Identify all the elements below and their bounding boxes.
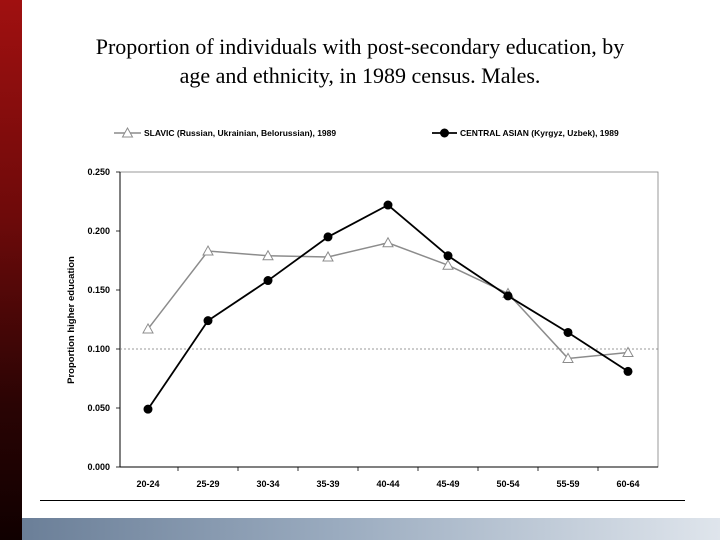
y-tick-label: 0.200 [87,226,110,236]
legend-label-slavic: SLAVIC (Russian, Ukrainian, Belorussian)… [144,128,336,138]
data-point-central-asian [203,316,213,326]
y-tick-label: 0.050 [87,403,110,413]
y-tick-label: 0.150 [87,285,110,295]
x-axis: 20-24 25-29 30-34 35-39 40-44 45-49 50-54 55-59… [120,466,658,489]
series-line-central-asian [147,203,629,410]
legend-label-central-asian: CENTRAL ASIAN (Kyrgyz, Uzbek), 1989 [460,128,619,138]
slide-title-line-1: Proportion of individuals with post-seco… [95,34,625,59]
data-point-slavic [202,245,214,256]
data-point-central-asian [143,404,153,414]
data-point-central-asian [503,291,513,301]
data-point-slavic [562,352,574,363]
data-point-slavic [142,322,154,334]
series-group [142,200,634,414]
data-point-slavic [382,236,394,248]
y-tick-label: 0.100 [87,344,110,354]
x-tick-label: 20-24 [136,479,159,489]
x-tick-label: 45-49 [436,479,459,489]
data-point-central-asian [263,276,273,286]
legend-marker-central-asian [440,128,449,138]
data-point-slavic [622,346,634,358]
plot-area-border [119,171,659,468]
x-tick-label: 25-29 [196,479,219,489]
y-tick-label: 0.250 [87,167,110,177]
y-tick-label: 0.000 [87,462,110,472]
x-tick-label: 35-39 [316,479,339,489]
legend-marker-slavic [121,126,134,138]
data-point-central-asian [323,232,333,242]
bottom-rule [40,500,685,501]
legend: SLAVIC (Russian, Ukrainian, Belorussian)… [114,126,619,138]
x-tick-label: 55-59 [556,479,579,489]
data-point-central-asian [563,327,573,337]
slide-title-line-2: age and ethnicity, in 1989 census. Males… [179,63,541,88]
x-tick-label: 60-64 [616,479,639,489]
data-point-central-asian [623,366,633,376]
left-accent-bar [0,0,22,540]
data-point-central-asian [383,200,393,210]
data-point-slavic [262,249,274,261]
y-axis: 0.000 0.050 0.100 0.150 0.200 0.250 [87,167,658,472]
y-axis-label: Proportion higher education [66,256,77,384]
x-tick-label: 50-54 [496,479,519,489]
bottom-accent-bar [22,518,720,540]
data-point-slavic [442,259,454,270]
x-tick-label: 30-34 [256,479,279,489]
x-tick-label: 40-44 [376,479,399,489]
data-point-central-asian [443,251,453,261]
series-line-slavic [147,242,629,360]
slide-title: Proportion of individuals with post-seco… [40,32,680,90]
data-point-slavic [322,250,334,262]
